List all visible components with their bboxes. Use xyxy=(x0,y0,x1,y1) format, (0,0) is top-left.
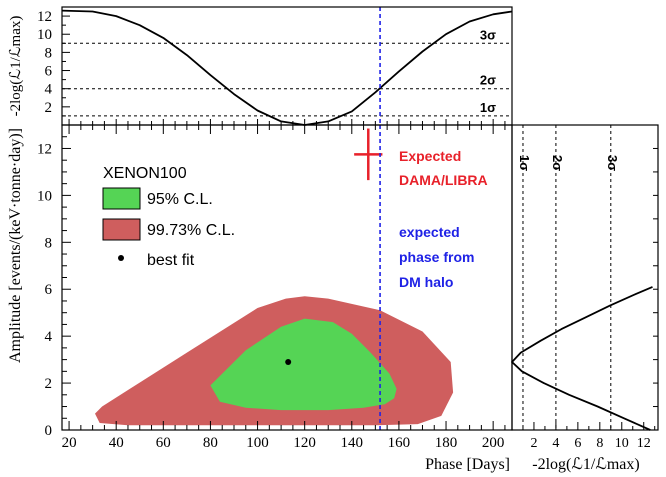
x-tick-label: 100 xyxy=(246,435,269,451)
y-tick-label: 8 xyxy=(45,45,53,61)
x-tick-label: 160 xyxy=(388,435,411,451)
y-tick-label: 10 xyxy=(37,27,52,43)
y-tick-label: 10 xyxy=(37,188,52,204)
dama-label-line: Expected xyxy=(399,148,461,164)
legend-label-bestfit: best fit xyxy=(147,252,195,269)
y-tick-label: 6 xyxy=(45,282,53,298)
x-tick-label: 10 xyxy=(615,436,629,451)
x-tick-label: 120 xyxy=(293,435,316,451)
x-tick-label: 4 xyxy=(552,436,559,451)
sigma-label: 3σ xyxy=(605,155,620,171)
top-panel: 1σ 2σ 3σ 2 4 6 8 10 12 -2log(ℒ1/ℒmax) xyxy=(8,6,513,126)
x-tick-label: 8 xyxy=(596,436,603,451)
sigma-label: 1σ xyxy=(480,100,496,115)
y-tick-label: 0 xyxy=(45,423,53,439)
sigma-label: 2σ xyxy=(550,155,565,171)
main-panel: Expected DAMA/LIBRA expected phase from DM h… xyxy=(7,124,513,473)
legend-title: XENON100 xyxy=(103,165,187,182)
right-frame xyxy=(511,124,659,431)
dm-phase-label-line: DM halo xyxy=(399,274,453,290)
sigma-label: 1σ xyxy=(517,155,532,171)
x-tick-label: 200 xyxy=(482,435,505,451)
legend-marker-bestfit xyxy=(118,255,124,261)
x-tick-label: 80 xyxy=(203,435,218,451)
x-axis-label: Phase [Days] xyxy=(425,456,510,473)
dm-phase-label-line: phase from xyxy=(399,249,474,265)
y-tick-label: 12 xyxy=(37,141,52,157)
legend-swatch-95cl xyxy=(102,187,141,210)
likelihood-curve-phase xyxy=(61,9,513,126)
sigma-label: 3σ xyxy=(480,27,496,42)
x-tick-label: 60 xyxy=(156,435,171,451)
right-x-axis-label: -2log(ℒ1/ℒmax) xyxy=(532,456,639,473)
x-tick-label: 180 xyxy=(435,435,458,451)
y-tick-label: 4 xyxy=(45,329,53,345)
best-fit-point xyxy=(285,358,292,365)
y-tick-label: 2 xyxy=(45,376,53,392)
x-tick-label: 2 xyxy=(530,436,537,451)
likelihood-curve-amplitude xyxy=(511,286,653,431)
y-axis-label: Amplitude [events/(keV·tonne·day)] xyxy=(7,128,24,363)
x-tick-label: 140 xyxy=(341,435,364,451)
y-tick-label: 12 xyxy=(37,9,52,25)
x-tick-label: 20 xyxy=(62,435,77,451)
sigma-label: 2σ xyxy=(480,73,496,88)
legend-swatch-99cl xyxy=(102,218,141,241)
dm-phase-label-line: expected xyxy=(399,224,460,240)
x-tick-label: 40 xyxy=(109,435,124,451)
y-tick-label: 6 xyxy=(45,64,53,80)
contour-95cl xyxy=(210,318,397,411)
x-tick-label: 6 xyxy=(574,436,581,451)
x-tick-label: 12 xyxy=(637,436,651,451)
legend-label-99cl: 99.73% C.L. xyxy=(147,222,235,239)
top-frame xyxy=(61,6,513,126)
right-panel: 1σ 2σ 3σ 2 4 6 8 10 12 -2log(ℒ1/ℒmax) xyxy=(511,124,659,473)
top-y-axis-label: -2log(ℒ1/ℒmax) xyxy=(8,16,24,117)
y-tick-label: 8 xyxy=(45,235,53,251)
y-tick-label: 4 xyxy=(45,82,53,98)
dama-label-line: DAMA/LIBRA xyxy=(399,172,488,188)
y-tick-label: 2 xyxy=(45,100,53,116)
legend-label-95cl: 95% C.L. xyxy=(147,191,213,208)
